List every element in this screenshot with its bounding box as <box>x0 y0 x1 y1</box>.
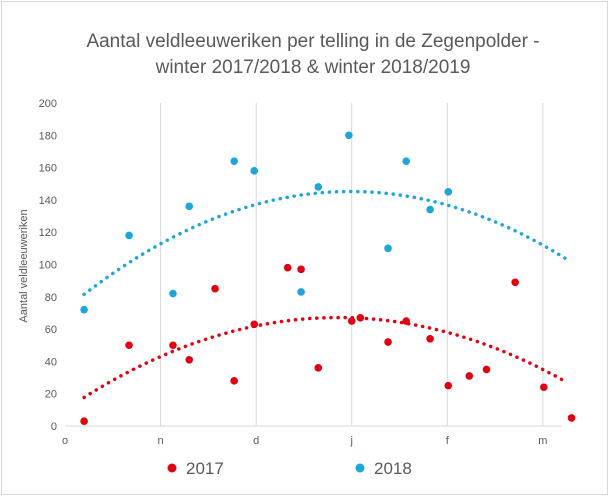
data-point-2017 <box>540 383 548 392</box>
y-axis-ticks: 0 20 40 60 80 100 120 140 160 180 200 <box>39 98 57 433</box>
x-tick-label: j <box>350 435 353 447</box>
data-point-2017 <box>567 414 576 422</box>
y-axis-label: Aantal veldleeuweriken <box>18 209 30 322</box>
data-point-2018 <box>80 305 88 314</box>
legend-marker-2017 <box>167 463 177 473</box>
x-tick-label: d <box>253 435 259 447</box>
legend-label-2018: 2018 <box>374 459 412 478</box>
data-point-2017 <box>169 341 177 350</box>
data-point-2018 <box>169 289 177 298</box>
data-point-2017 <box>511 278 519 287</box>
data-point-2017 <box>402 317 411 325</box>
trendline-2017 <box>82 315 569 400</box>
data-point-2017 <box>125 341 133 350</box>
data-point-2017 <box>80 417 88 425</box>
data-point-2017 <box>283 263 292 272</box>
grid-lines <box>160 103 544 426</box>
chart-title-line-1: Aantal veldleeuweriken per telling in de… <box>86 31 539 52</box>
data-point-2017 <box>297 265 305 274</box>
data-point-2017 <box>185 355 194 364</box>
y-tick-label: 180 <box>39 130 57 142</box>
x-tick-label: n <box>158 435 164 447</box>
trendlines <box>82 189 569 400</box>
x-tick-label: f <box>446 435 450 447</box>
y-tick-label: 200 <box>39 98 57 110</box>
data-point-2018 <box>250 167 259 175</box>
y-tick-label: 100 <box>39 260 57 272</box>
data-point-2018 <box>314 183 323 191</box>
trendline-2018 <box>82 189 569 297</box>
y-tick-label: 20 <box>45 389 57 401</box>
data-point-2018 <box>402 157 411 165</box>
data-point-2017 <box>347 317 356 325</box>
y-tick-label: 140 <box>39 195 57 207</box>
y-tick-label: 60 <box>45 324 57 336</box>
data-point-2018 <box>384 244 392 253</box>
data-point-2017 <box>465 372 474 380</box>
data-point-2018 <box>230 157 238 165</box>
data-point-2017 <box>314 364 323 372</box>
data-point-2018 <box>444 188 453 196</box>
legend-marker-2018 <box>355 463 365 473</box>
data-point-2017 <box>482 365 491 374</box>
data-point-2017 <box>444 381 453 390</box>
data-point-2018 <box>345 131 353 140</box>
y-tick-label: 80 <box>45 292 57 304</box>
data-point-2017 <box>356 313 365 322</box>
data-point-2018 <box>125 231 133 240</box>
data-point-2018 <box>426 205 434 214</box>
data-point-2018 <box>185 202 194 211</box>
y-tick-label: 40 <box>45 356 57 368</box>
y-tick-label: 160 <box>39 163 57 175</box>
chart-title-line-2: winter 2017/2018 & winter 2018/2019 <box>155 57 471 78</box>
data-point-2017 <box>211 284 219 293</box>
y-tick-label: 0 <box>51 421 57 433</box>
data-point-2017 <box>384 338 392 346</box>
legend-label-2017: 2017 <box>186 459 224 478</box>
legend: 2017 2018 <box>167 459 412 478</box>
data-points <box>80 131 576 425</box>
data-point-2017 <box>426 334 434 343</box>
x-tick-label: o <box>62 435 68 447</box>
data-point-2017 <box>250 320 259 329</box>
data-point-2017 <box>230 376 238 385</box>
data-point-2018 <box>297 288 305 296</box>
x-tick-label: m <box>538 435 547 447</box>
y-tick-label: 120 <box>39 227 57 239</box>
